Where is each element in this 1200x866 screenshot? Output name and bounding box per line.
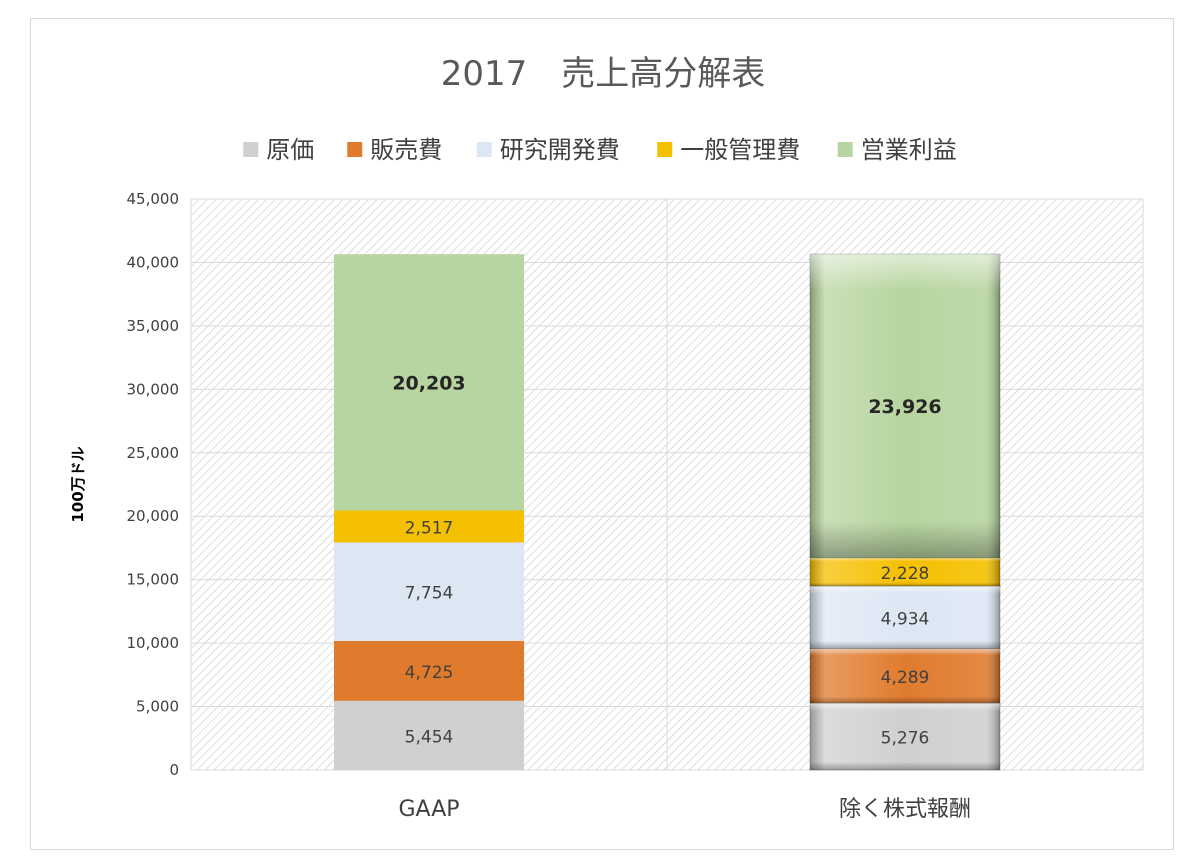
y-tick-label: 35,000 [127,317,180,335]
y-tick-label: 20,000 [127,507,180,525]
data-label: 2,228 [881,564,930,584]
data-label: 23,926 [868,396,941,418]
bar-bevel [810,586,1000,649]
data-label: 4,725 [405,663,454,683]
data-label: 4,934 [881,609,930,629]
y-axis: 0 5,000 10,000 15,000 20,000 25,000 30,000 35,0… [127,190,180,779]
bar-segment [334,542,524,641]
bar-bevel [810,557,1000,587]
bar-segment [334,254,524,511]
chart-frame: 2017 売上高分解表 原価 販売費 研究開発費 一般管理費 営業利益 0 5,000 10… [30,18,1174,850]
legend-swatch [243,142,259,157]
legend-label: 原価 [266,136,314,164]
legend-swatch [347,142,363,157]
chart-title: 2017 売上高分解表 [441,54,766,94]
legend-swatch [657,142,673,157]
x-category-label: GAAP [398,797,459,822]
y-tick-label: 15,000 [127,571,180,589]
data-label: 20,203 [392,372,465,394]
legend-label: 販売費 [370,136,442,164]
bar-segment [334,640,524,701]
data-label: 5,454 [405,727,454,747]
data-label: 7,754 [405,584,454,604]
data-label: 4,289 [881,668,930,688]
chart-svg: 2017 売上高分解表 原価 販売費 研究開発費 一般管理費 営業利益 0 5,000 10… [69,54,1144,822]
bar-segment [334,510,524,543]
y-tick-label: 40,000 [127,253,180,271]
bar-segment [334,700,524,770]
legend-label: 営業利益 [861,136,957,164]
bar-bevel [810,648,1000,704]
x-axis: GAAP 除く株式報酬 [398,797,971,822]
legend-swatch [837,142,853,157]
legend: 原価 販売費 研究開発費 一般管理費 営業利益 [243,136,957,164]
y-tick-label: 30,000 [127,380,180,398]
data-label: 2,517 [405,518,454,538]
x-category-label: 除く株式報酬 [839,797,971,822]
y-tick-label: 0 [169,761,179,779]
bars: 5,454 4,725 7,754 2,517 20,203 5,276 4,289 4,93… [334,253,1001,771]
data-label: 5,276 [881,729,930,749]
bar-bevel [810,254,1000,558]
y-tick-label: 10,000 [127,634,180,652]
legend-swatch [476,142,492,157]
y-tick-label: 25,000 [127,444,180,462]
bar-bevel [810,703,1000,770]
y-axis-label: 100万ドル [69,446,87,522]
legend-label: 研究開発費 [500,136,620,164]
y-tick-label: 45,000 [127,190,180,208]
y-tick-label: 5,000 [136,698,179,716]
legend-label: 一般管理費 [680,136,800,164]
